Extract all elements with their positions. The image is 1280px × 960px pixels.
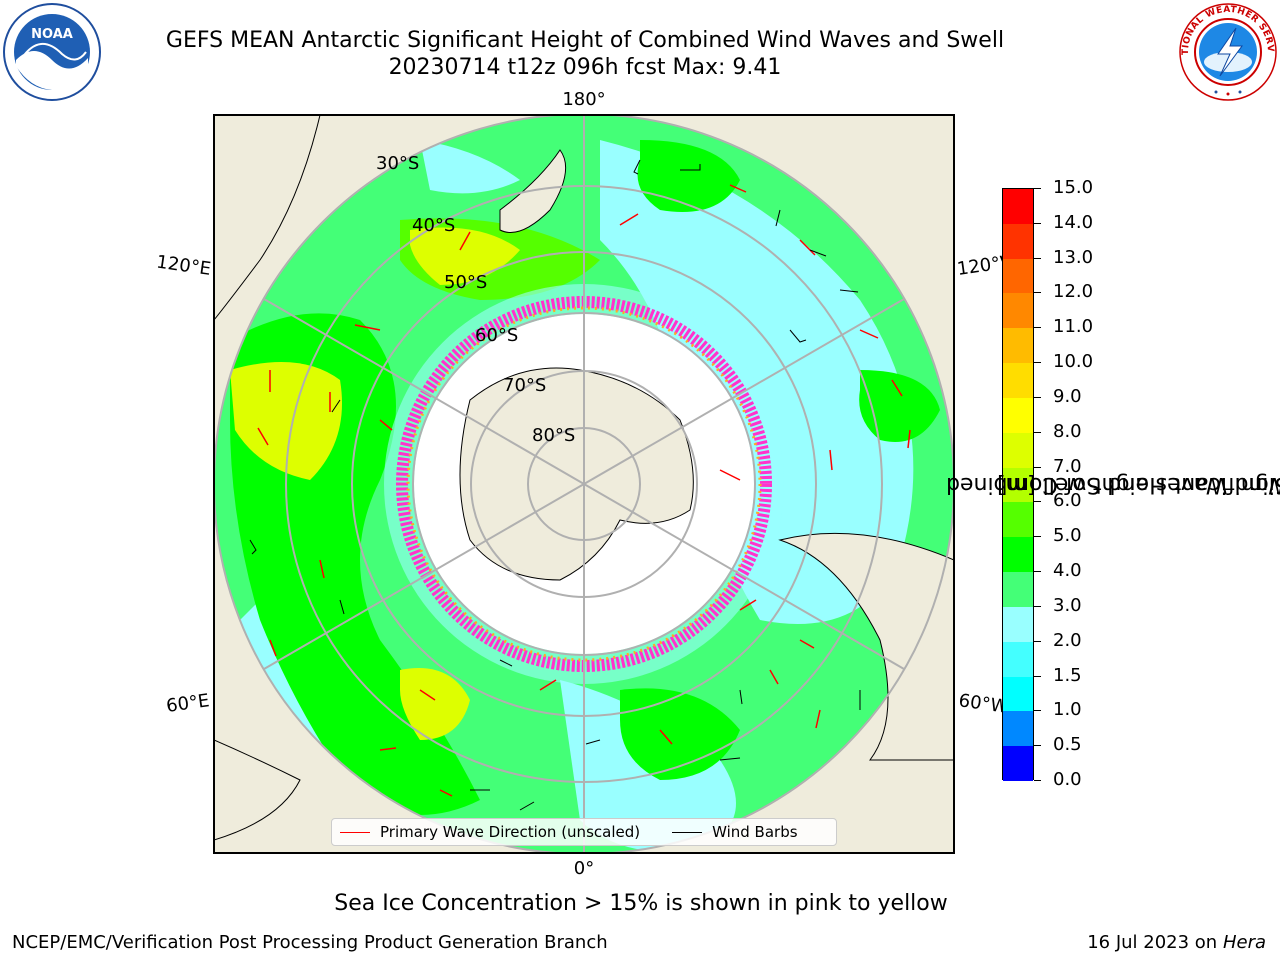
colorbar-tick-mark — [1034, 605, 1041, 607]
footer-host: Hera — [1222, 932, 1266, 953]
colorbar-tick-mark — [1034, 675, 1041, 677]
colorbar-segment — [1003, 502, 1033, 538]
lat-label-30s: 30°S — [376, 153, 419, 174]
colorbar-title: Significant Height of Combined Wind Wave… — [946, 186, 1280, 782]
colorbar-segment — [1003, 746, 1033, 782]
colorbar-tick-mark — [1034, 327, 1041, 329]
lon-label-60e: 60°E — [165, 690, 211, 717]
colorbar-tick-label: 8.0 — [1053, 420, 1082, 442]
colorbar-segment — [1003, 363, 1033, 399]
colorbar-tick-mark — [1034, 745, 1041, 747]
colorbar-segment — [1003, 572, 1033, 608]
colorbar-segment — [1003, 328, 1033, 364]
colorbar-segment — [1003, 467, 1033, 503]
colorbar-tick-label: 2.0 — [1053, 629, 1082, 651]
colorbar-tick-mark — [1034, 362, 1041, 364]
colorbar-tick-label: 0.5 — [1053, 734, 1082, 756]
colorbar-segment — [1003, 293, 1033, 329]
graticule — [214, 115, 954, 853]
colorbar-tick-label: 1.0 — [1053, 699, 1082, 721]
colorbar-tick-label: 1.5 — [1053, 664, 1082, 686]
colorbar-tick-mark — [1034, 431, 1041, 433]
footer-date-text: 16 Jul 2023 on — [1087, 932, 1223, 953]
colorbar — [1002, 188, 1034, 782]
colorbar-segment — [1003, 606, 1033, 643]
wave-direction-swatch — [340, 831, 370, 833]
sea-ice-note: Sea Ice Concentration > 15% is shown in … — [334, 891, 948, 916]
colorbar-tick-label: 6.0 — [1053, 490, 1082, 512]
colorbar-tick-label: 10.0 — [1053, 351, 1094, 373]
colorbar-tick-label: 3.0 — [1053, 594, 1082, 616]
lat-label-70s: 70°S — [503, 375, 546, 396]
colorbar-tick-mark — [1034, 780, 1041, 781]
legend-wave-direction: Primary Wave Direction (unscaled) — [380, 823, 641, 841]
colorbar-segment — [1003, 258, 1033, 294]
colorbar-segment — [1003, 432, 1033, 469]
chart-title: GEFS MEAN Antarctic Significant Height o… — [165, 28, 1005, 53]
colorbar-tick-mark — [1034, 188, 1041, 189]
map-frame — [213, 114, 955, 854]
colorbar-title-line2: Wind Waves and Swell [m] — [996, 472, 1280, 497]
south-america — [778, 532, 954, 761]
colorbar-segment — [1003, 641, 1033, 678]
colorbar-tick-mark — [1034, 710, 1041, 712]
colorbar-tick-mark — [1034, 257, 1041, 259]
colorbar-tick-label: 15.0 — [1053, 177, 1094, 198]
colorbar-tick-mark — [1034, 466, 1041, 468]
colorbar-segment — [1003, 397, 1033, 434]
lat-label-40s: 40°S — [412, 215, 455, 236]
colorbar-tick-mark — [1034, 640, 1041, 642]
colorbar-tick-label: 5.0 — [1053, 525, 1082, 547]
antarctica-land — [459, 367, 694, 581]
colorbar-segment — [1003, 189, 1033, 225]
lat-label-60s: 60°S — [475, 325, 518, 346]
lon-label-120e: 120°E — [155, 252, 212, 280]
africa-tip — [214, 739, 301, 841]
footer-date: 16 Jul 2023 on Hera — [1087, 932, 1266, 953]
colorbar-tick-mark — [1034, 396, 1041, 398]
colorbar-tick-label: 0.0 — [1053, 769, 1082, 790]
map-legend: Primary Wave Direction (unscaled) Wind B… — [331, 818, 837, 846]
colorbar-tick-label: 12.0 — [1053, 281, 1094, 303]
lon-label-180: 180° — [562, 89, 605, 110]
colorbar-segment — [1003, 676, 1033, 712]
chart-subtitle: 20230714 t12z 096h fcst Max: 9.41 — [388, 55, 782, 80]
colorbar-tick-label: 13.0 — [1053, 246, 1094, 268]
colorbar-segment — [1003, 537, 1033, 573]
lon-label-0: 0° — [574, 858, 594, 879]
nws-logo: NATIONAL WEATHER SERVICE — [1178, 2, 1277, 101]
wind-barb-swatch — [672, 831, 703, 833]
lat-label-80s: 80°S — [532, 425, 575, 446]
colorbar-tick-label: 9.0 — [1053, 385, 1082, 407]
wind-barbs — [249, 159, 861, 811]
colorbar-segment — [1003, 223, 1033, 260]
colorbar-segment — [1003, 711, 1033, 747]
colorbar-tick-label: 4.0 — [1053, 560, 1082, 582]
colorbar-tick-label: 14.0 — [1053, 211, 1094, 233]
svg-text:NOAA: NOAA — [31, 27, 73, 42]
colorbar-tick-mark — [1034, 571, 1041, 573]
lat-label-50s: 50°S — [444, 272, 487, 293]
colorbar-tick-label: 11.0 — [1053, 316, 1094, 338]
legend-wind-barbs: Wind Barbs — [712, 823, 798, 841]
footer-org: NCEP/EMC/Verification Post Processing Pr… — [12, 932, 608, 953]
colorbar-tick-mark — [1034, 222, 1041, 224]
colorbar-tick-mark — [1034, 292, 1041, 294]
colorbar-tick-mark — [1034, 536, 1041, 538]
colorbar-tick-mark — [1034, 501, 1041, 503]
wave-direction-arrows — [257, 184, 911, 797]
australia-coast — [214, 115, 321, 321]
noaa-logo: NOAA — [3, 3, 101, 101]
colorbar-tick-label: 7.0 — [1053, 455, 1082, 477]
